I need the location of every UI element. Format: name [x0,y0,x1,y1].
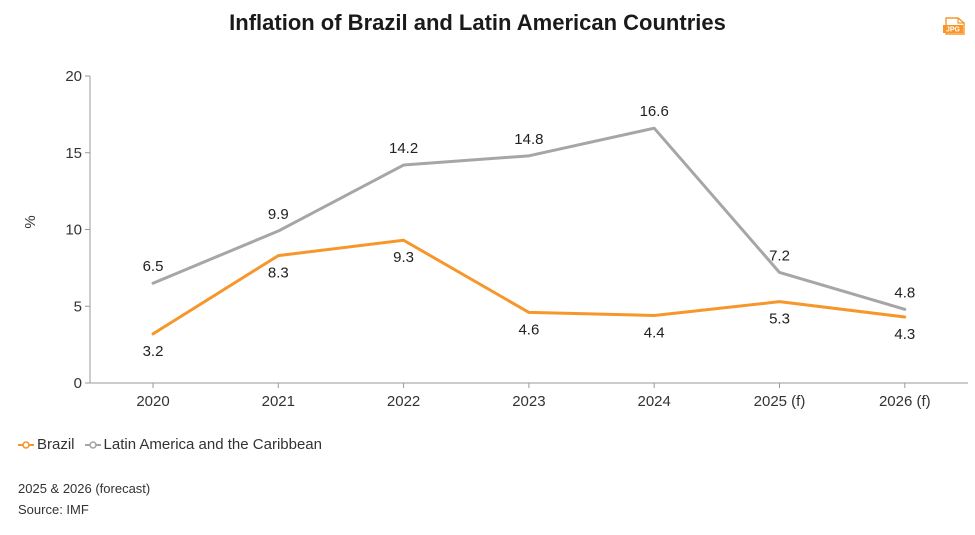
chart-title: Inflation of Brazil and Latin American C… [229,10,726,35]
data-label-brazil: 4.4 [644,324,665,341]
y-tick-label: 5 [74,298,82,315]
legend-label-latin-america: Latin America and the Caribbean [103,436,322,453]
data-label-brazil: 3.2 [143,343,164,360]
data-label-latin-america: 14.8 [514,131,543,148]
y-tick-label: 15 [65,145,82,162]
x-axis: 2020 2021 2022 2023 2024 2025 (f) 2026 (f) [90,382,968,410]
data-label-latin-america: 7.2 [769,247,790,264]
x-tick-label: 2022 [387,393,420,410]
forecast-note: 2025 & 2026 (forecast) [18,481,151,496]
series-line-latin-america-and-the-caribbean[interactable] [151,126,907,311]
x-tick-label: 2021 [262,393,295,410]
legend-item-latin-america[interactable]: Latin America and the Caribbean [84,436,322,453]
legend-item-brazil[interactable]: Brazil [18,436,75,453]
y-tick-label: 10 [65,222,82,239]
data-label-latin-america: 16.6 [640,103,669,120]
jpg-file-icon[interactable]: JPG [943,17,967,35]
series-group: 3.2 6.5 8.3 9.9 9.3 14.2 4.6 14.8 4.4 16.6 5.3 7.2 4… [143,103,916,360]
y-axis-label: % [22,215,39,228]
x-tick-label: 2020 [136,393,169,410]
data-label-brazil: 5.3 [769,311,790,328]
data-label-brazil: 8.3 [268,265,289,282]
data-label-brazil: 9.3 [393,249,414,266]
x-tick-label: 2025 (f) [754,393,806,410]
data-label-latin-america: 6.5 [143,258,164,275]
x-tick-label: 2023 [512,393,545,410]
data-label-latin-america: 14.2 [389,140,418,157]
source-note: Source: IMF [18,502,89,517]
data-label-brazil: 4.6 [518,321,539,338]
jpg-badge-text: JPG [946,27,961,34]
data-label-latin-america: 9.9 [268,206,289,223]
data-label-latin-america: 4.8 [894,284,915,301]
legend: Brazil Latin America and the Caribbean [18,436,332,453]
legend-swatch-latin-america [84,440,101,449]
y-tick-label: 20 [65,68,82,85]
x-tick-label: 2024 [638,393,671,410]
data-label-brazil: 4.3 [894,326,915,343]
y-tick-label: 0 [74,375,82,392]
legend-label-brazil: Brazil [37,436,75,453]
series-line-brazil[interactable] [151,238,907,336]
y-axis: 0 5 10 15 20 [65,68,91,392]
legend-swatch-brazil [18,440,34,449]
x-tick-label: 2026 (f) [879,393,931,410]
